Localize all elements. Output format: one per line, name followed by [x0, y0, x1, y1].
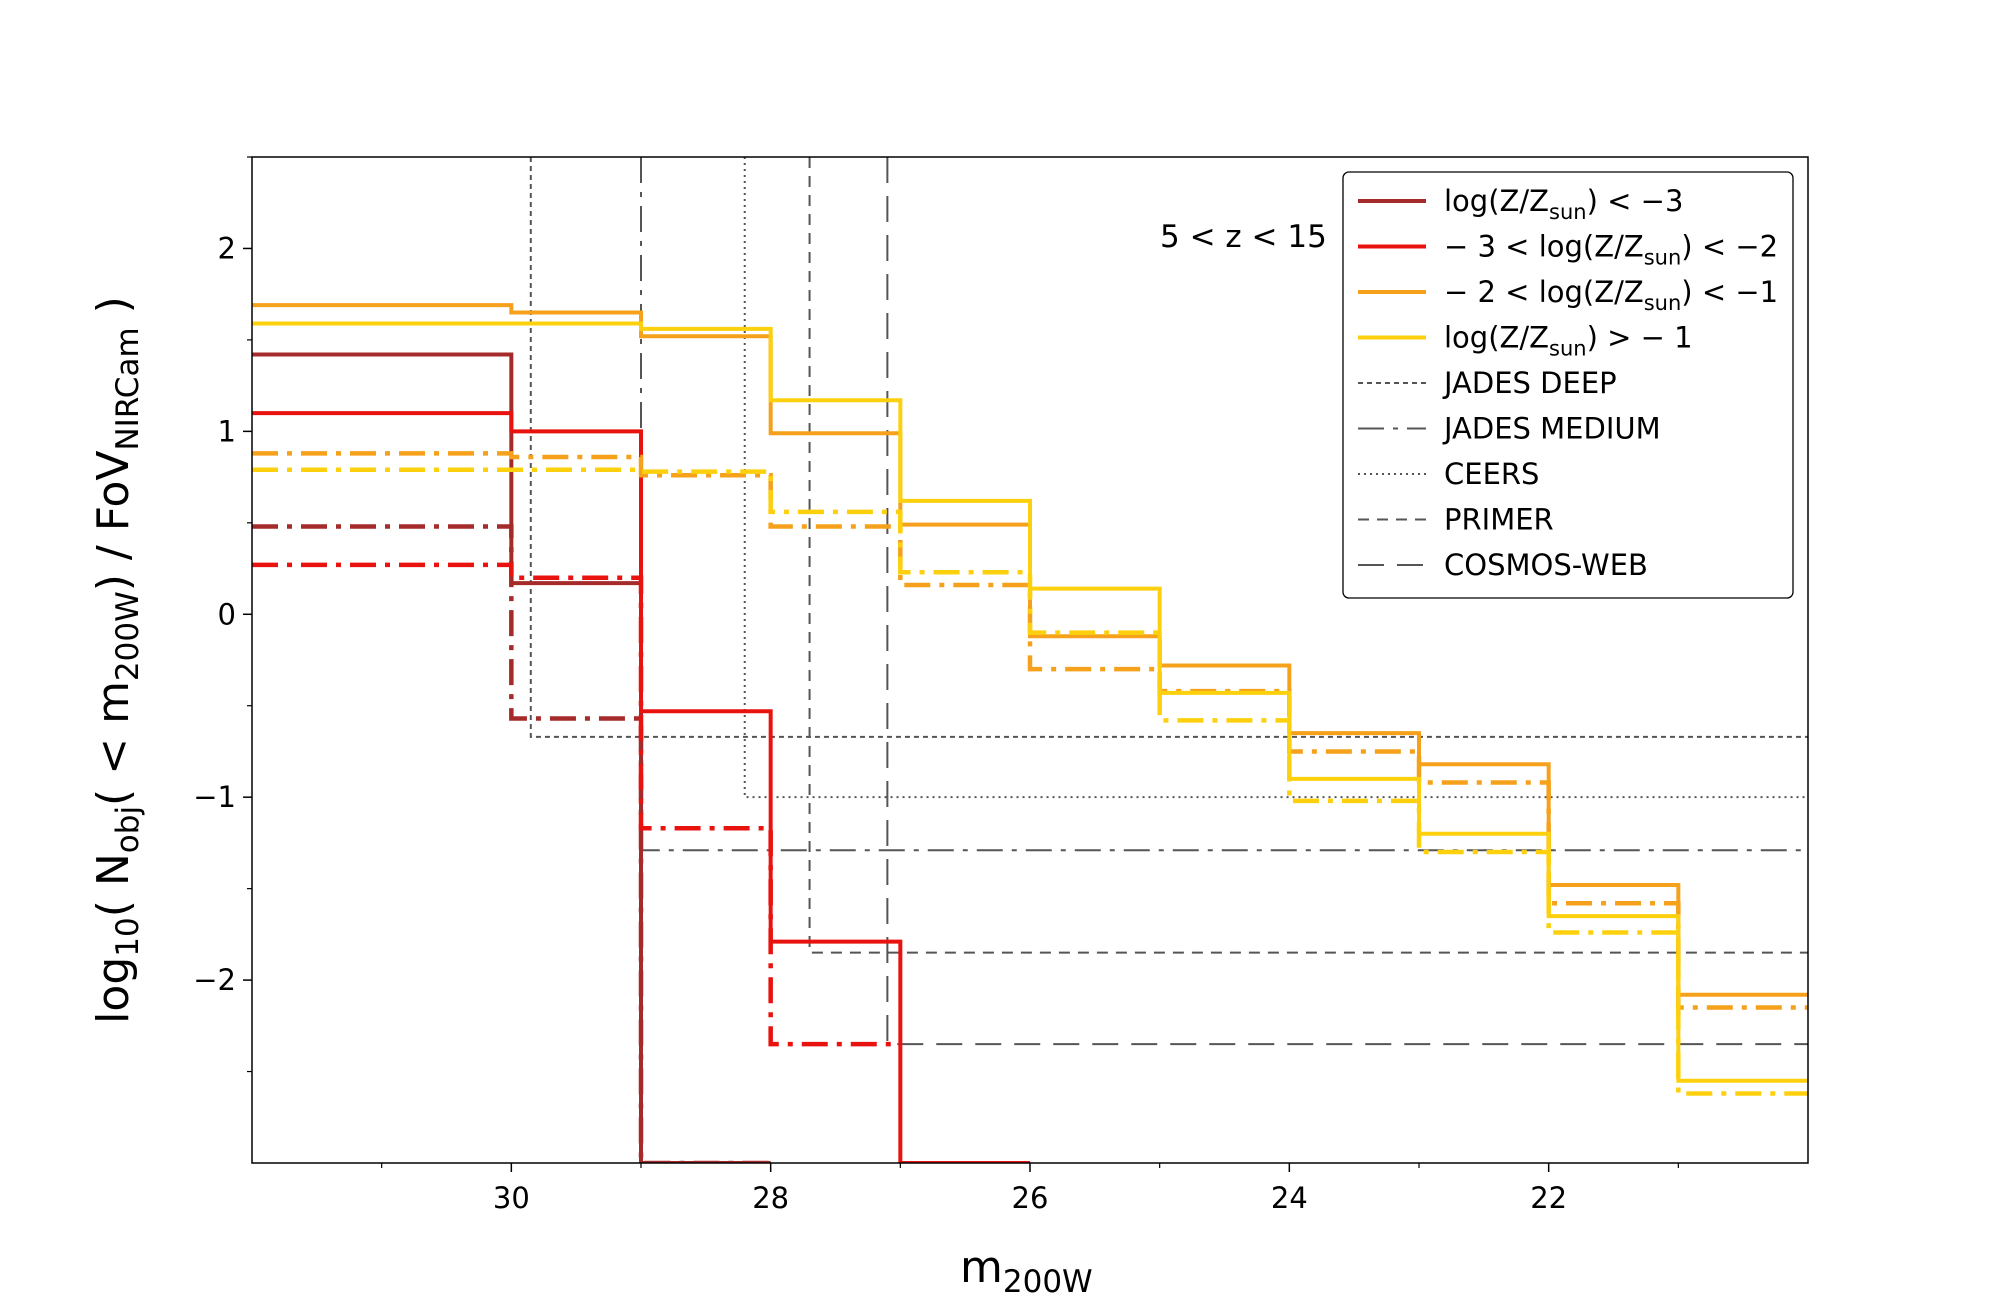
legend-label: − 2 < log(Z/Zsun) < −1: [1444, 275, 1778, 315]
data-series: [252, 303, 1808, 1163]
y-tick-label: −1: [193, 780, 236, 814]
legend-label: log(Z/Zsun) < −3: [1444, 184, 1683, 224]
series-line-8: [252, 467, 1808, 1096]
series-line-2: [252, 524, 771, 1163]
series-line-3: [252, 411, 1030, 1163]
y-tick-label: 2: [218, 231, 236, 265]
series-line-4: [252, 562, 901, 1047]
legend-label: log(Z/Zsun) > − 1: [1444, 321, 1693, 361]
limit-line-cosmos-web: [886, 157, 1808, 1046]
redshift-annotation: 5 < z < 15: [1160, 219, 1327, 255]
legend-label: JADES DEEP: [1442, 366, 1617, 400]
x-tick-label: 22: [1530, 1181, 1567, 1215]
legend: log(Z/Zsun) < −3 − 3 < log(Z/Zsun) < −2 − …: [1342, 171, 1794, 599]
legend-label: COSMOS-WEB: [1444, 548, 1648, 582]
series-line-1: [252, 352, 771, 1163]
legend-label: CEERS: [1444, 457, 1539, 491]
x-tick-label: 30: [493, 1181, 530, 1215]
legend-label: − 3 < log(Z/Zsun) < −2: [1444, 230, 1778, 270]
legend-label: PRIMER: [1444, 503, 1554, 537]
x-tick-label: 26: [1012, 1181, 1049, 1215]
y-tick-label: 1: [218, 414, 236, 448]
x-axis-label: m200W: [960, 1242, 1093, 1300]
y-tick-label: −2: [193, 963, 236, 997]
legend-box: [1342, 171, 1794, 599]
x-tick-label: 24: [1271, 1181, 1308, 1215]
y-axis-label: log10( Nobj( < m200W) / FoVNIRCam ): [88, 296, 146, 1024]
legend-label: JADES MEDIUM: [1442, 412, 1661, 446]
x-tick-label: 28: [752, 1181, 789, 1215]
limit-line-jades-deep: [529, 157, 1808, 738]
y-tick-label: 0: [218, 597, 236, 631]
